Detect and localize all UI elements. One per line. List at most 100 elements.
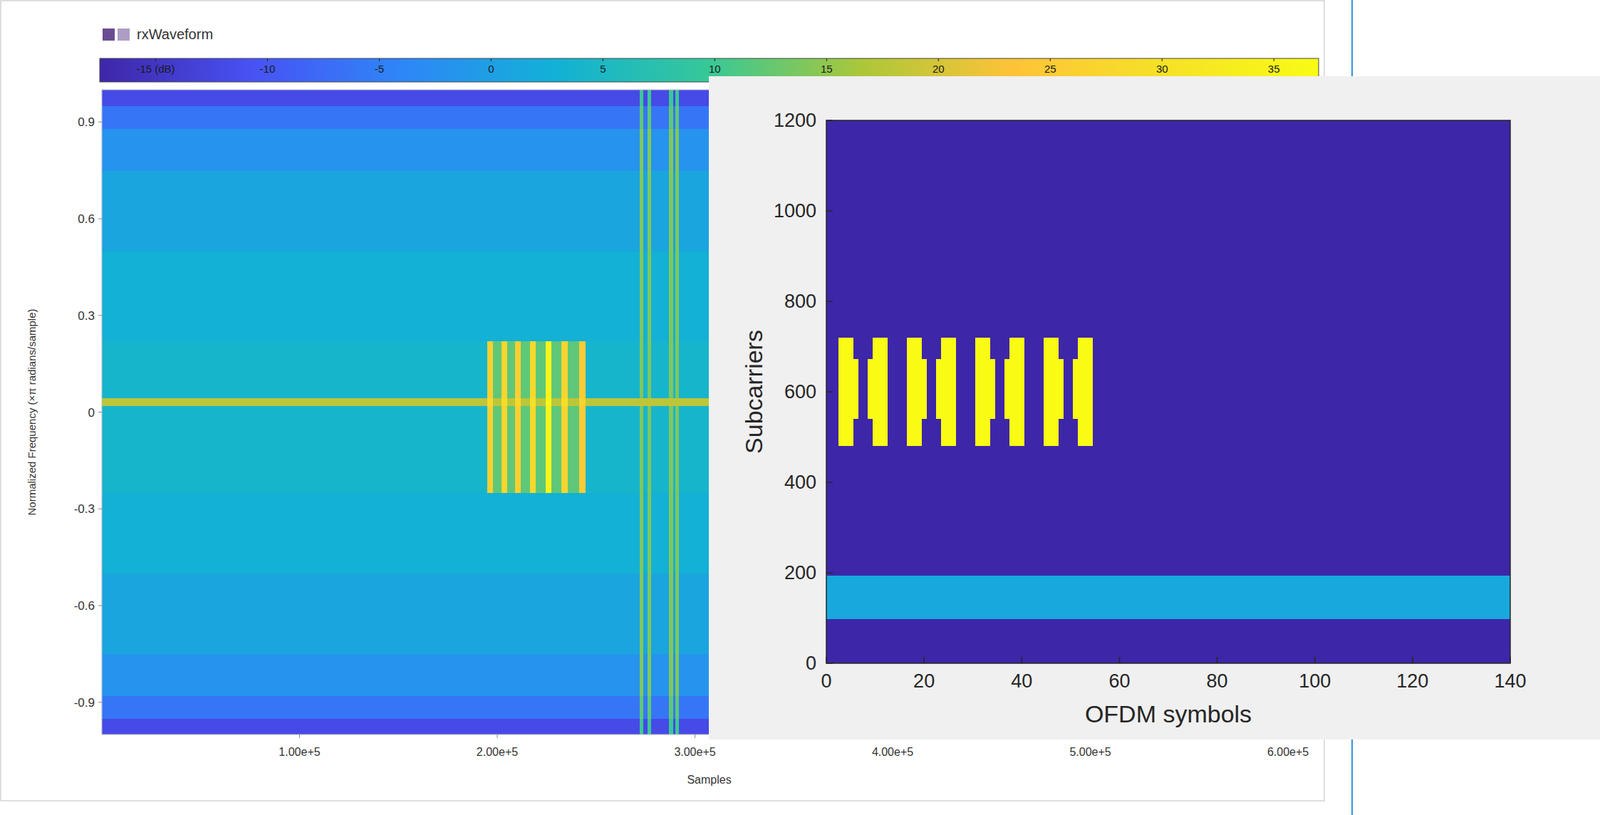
y-tick-label: 0.9 [77, 115, 95, 129]
heatmap-cell [501, 397, 508, 407]
heatmap-cell [507, 492, 516, 575]
heatmap-cell [675, 573, 680, 655]
x-tick-label: 4.00e+5 [871, 745, 914, 758]
heatmap-cell [535, 106, 546, 129]
heatmap-cell [520, 718, 531, 735]
heatmap-cell [567, 653, 580, 696]
heatmap-cell [551, 341, 562, 399]
heatmap-cell [651, 405, 669, 493]
x-tick [1411, 656, 1414, 664]
heatmap-cell [561, 250, 568, 342]
heatmap-cell [639, 397, 644, 407]
heatmap-cell [561, 695, 568, 719]
x-axis-title: Samples [686, 773, 731, 786]
y-tick-label: 0.6 [77, 212, 95, 226]
heatmap-cell [492, 341, 502, 399]
heatmap-cell [673, 653, 676, 696]
heatmap-cell [492, 106, 502, 129]
heatmap-cell [647, 397, 652, 407]
heatmap-cell [515, 128, 522, 171]
heatmap-cell [487, 653, 494, 696]
heatmap-cell [535, 492, 546, 575]
heatmap-cell [501, 106, 508, 129]
heatmap-cell [585, 341, 641, 399]
heatmap-cell [585, 89, 641, 107]
heatmap-cell [551, 128, 562, 171]
colorbar-tick [267, 58, 268, 62]
heatmap-cell [545, 573, 553, 655]
grid-region [838, 359, 858, 419]
heatmap-cell [101, 106, 488, 129]
heatmap-cell [535, 170, 546, 252]
heatmap-cell [507, 250, 516, 342]
heatmap-cell [647, 128, 652, 171]
y-tick [826, 662, 833, 664]
heatmap-cell [647, 695, 652, 719]
heatmap-cell [535, 405, 546, 493]
y-tick [826, 300, 833, 303]
heatmap-cell [675, 695, 680, 719]
heatmap-cell [651, 695, 669, 719]
heatmap-cell [535, 718, 546, 735]
heatmap-cell [579, 405, 586, 493]
x-tick-label: 5.00e+5 [1069, 745, 1111, 758]
heatmap-cell [551, 250, 562, 342]
heatmap-cell [643, 250, 648, 342]
heatmap-cell [487, 341, 494, 399]
y-tick-label: 200 [784, 562, 817, 584]
heatmap-cell [639, 718, 644, 735]
heatmap-cell [101, 128, 488, 171]
heatmap-cell [585, 492, 641, 575]
heatmap-cell [101, 573, 488, 655]
colorbar-tick [938, 58, 939, 62]
heatmap-cell [651, 106, 669, 129]
heatmap-cell [643, 405, 648, 493]
heatmap-cell [492, 397, 502, 407]
x-tick [1314, 656, 1316, 664]
heatmap-cell [647, 341, 652, 399]
x-tick [299, 734, 300, 739]
heatmap-cell [579, 695, 586, 719]
x-tick-label: 40 [1010, 670, 1033, 692]
x-tick-label: 100 [1298, 670, 1331, 692]
grid-region [1072, 359, 1093, 419]
heatmap-cell [507, 106, 516, 129]
heatmap-cell [501, 128, 508, 171]
heatmap-cell [561, 170, 568, 252]
heatmap-cell [639, 89, 644, 107]
heatmap-cell [501, 695, 508, 719]
y-tick [98, 701, 102, 703]
heatmap-cell [585, 250, 641, 342]
heatmap-cell [520, 250, 531, 342]
y-tick [826, 572, 833, 574]
heatmap-cell [647, 573, 652, 655]
heatmap-cell [647, 405, 652, 493]
heatmap-cell [101, 695, 488, 719]
heatmap-cell [675, 653, 680, 696]
heatmap-cell [520, 405, 531, 493]
heatmap-cell [487, 405, 494, 493]
heatmap-cell [567, 128, 580, 171]
heatmap-cell [551, 573, 562, 655]
grid-region [872, 337, 888, 360]
heatmap-cell [501, 405, 508, 493]
heatmap-cell [643, 695, 648, 719]
y-tick-label: -0.3 [74, 502, 95, 516]
heatmap-cell [101, 89, 488, 107]
y-tick-label: 1200 [773, 109, 817, 132]
heatmap-cell [561, 397, 568, 407]
heatmap-cell [561, 573, 568, 655]
heatmap-cell [585, 106, 641, 129]
grid-region [941, 337, 957, 360]
heatmap-cell [567, 397, 580, 407]
heatmap-cell [647, 492, 652, 575]
heatmap-cell [487, 128, 494, 171]
heatmap-cell [579, 89, 586, 107]
heatmap-cell [673, 89, 676, 107]
y-tick [98, 314, 102, 316]
heatmap-cell [101, 405, 488, 493]
heatmap-cell [501, 170, 508, 252]
colorbar-tick-label: 10 [708, 62, 721, 75]
grid-region [936, 359, 956, 419]
heatmap-cell [501, 250, 508, 342]
